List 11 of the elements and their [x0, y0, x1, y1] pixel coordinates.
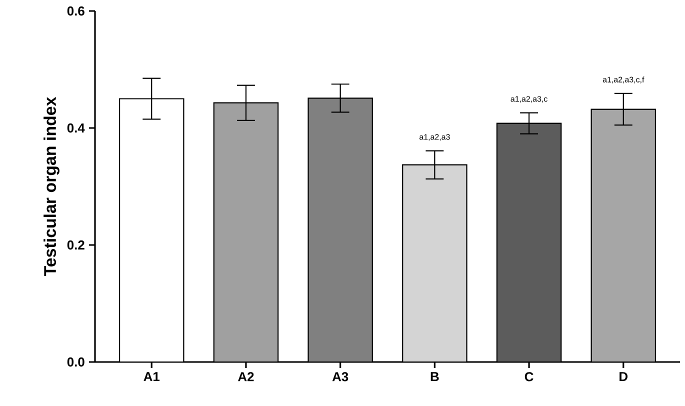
x-tick-label: C: [524, 372, 534, 382]
x-tick-label: D: [620, 372, 628, 382]
y-tick-label: 0.6: [67, 6, 84, 16]
x-tick-label: B: [430, 372, 439, 382]
y-tick-label: 0.4: [67, 123, 85, 133]
x-tick-label: A1: [144, 372, 160, 382]
y-tick-label: 0.0: [67, 357, 84, 367]
x-tick-label: A3: [332, 372, 348, 382]
y-tick-label: 0.2: [67, 240, 84, 250]
y-axis-title: Testicular organ index: [44, 96, 60, 276]
x-tick-label: A2: [238, 372, 254, 382]
